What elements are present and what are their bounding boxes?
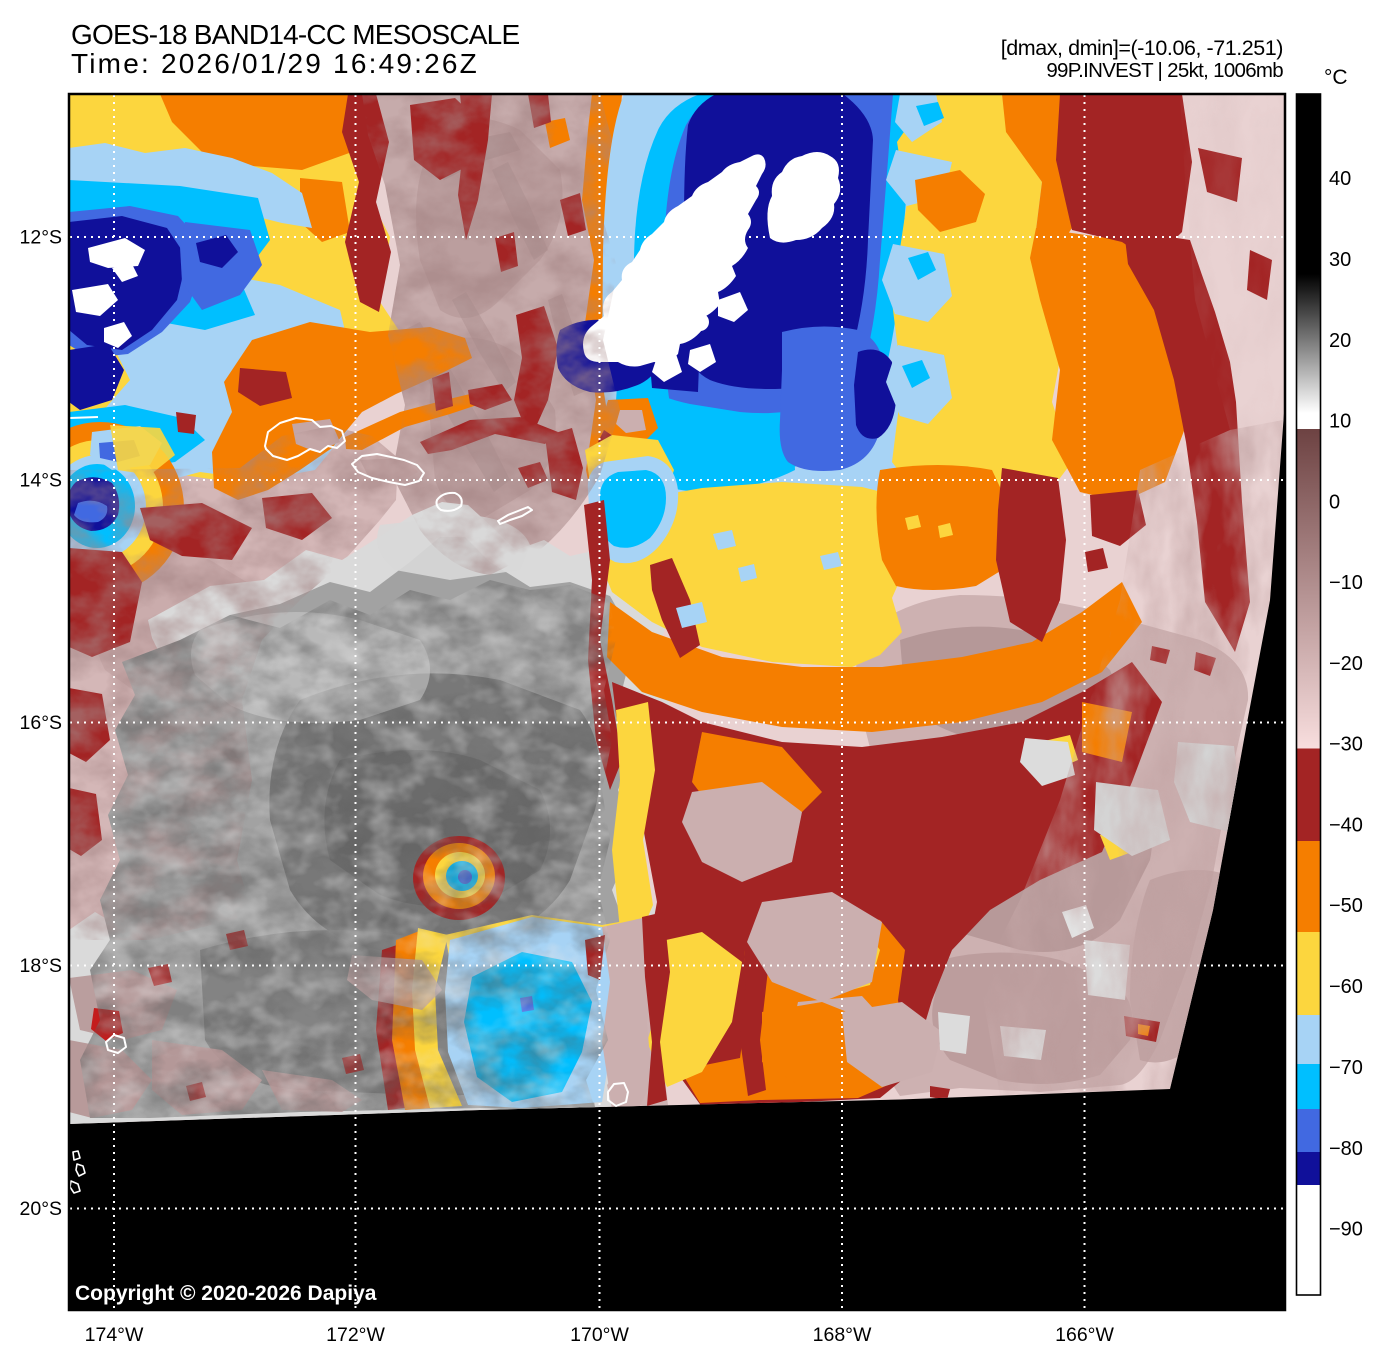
- svg-text:−30: −30: [1329, 734, 1363, 756]
- svg-text:16°S: 16°S: [20, 712, 63, 734]
- svg-text:40: 40: [1329, 168, 1351, 190]
- svg-text:99P.INVEST | 25kt, 1006mb: 99P.INVEST | 25kt, 1006mb: [1046, 59, 1283, 82]
- svg-text:174°W: 174°W: [85, 1324, 144, 1346]
- svg-text:[dmax, dmin]=(-10.06, -71.251): [dmax, dmin]=(-10.06, -71.251): [1001, 36, 1283, 60]
- svg-text:0: 0: [1329, 492, 1340, 514]
- svg-text:20: 20: [1329, 330, 1351, 352]
- svg-text:−40: −40: [1329, 815, 1363, 837]
- svg-text:10: 10: [1329, 411, 1351, 433]
- svg-text:20°S: 20°S: [20, 1198, 63, 1220]
- svg-text:−50: −50: [1329, 895, 1363, 917]
- svg-text:°C: °C: [1324, 66, 1348, 89]
- svg-text:30: 30: [1329, 249, 1351, 271]
- svg-text:14°S: 14°S: [20, 470, 63, 492]
- svg-text:168°W: 168°W: [813, 1324, 872, 1346]
- svg-text:−20: −20: [1329, 653, 1363, 675]
- svg-text:166°W: 166°W: [1055, 1324, 1114, 1346]
- svg-text:Time: 2026/01/29 16:49:26Z: Time: 2026/01/29 16:49:26Z: [71, 48, 479, 79]
- svg-text:GOES-18 BAND14-CC MESOSCALE: GOES-18 BAND14-CC MESOSCALE: [71, 19, 519, 50]
- svg-text:170°W: 170°W: [570, 1324, 629, 1346]
- svg-text:−10: −10: [1329, 572, 1363, 594]
- svg-text:18°S: 18°S: [20, 955, 63, 977]
- svg-text:−80: −80: [1329, 1138, 1363, 1160]
- svg-text:Copyright © 2020-2026 Dapiya: Copyright © 2020-2026 Dapiya: [75, 1282, 377, 1305]
- svg-text:−70: −70: [1329, 1057, 1363, 1079]
- svg-text:12°S: 12°S: [20, 227, 63, 249]
- svg-text:−60: −60: [1329, 976, 1363, 998]
- svg-text:172°W: 172°W: [326, 1324, 385, 1346]
- svg-text:−90: −90: [1329, 1219, 1363, 1241]
